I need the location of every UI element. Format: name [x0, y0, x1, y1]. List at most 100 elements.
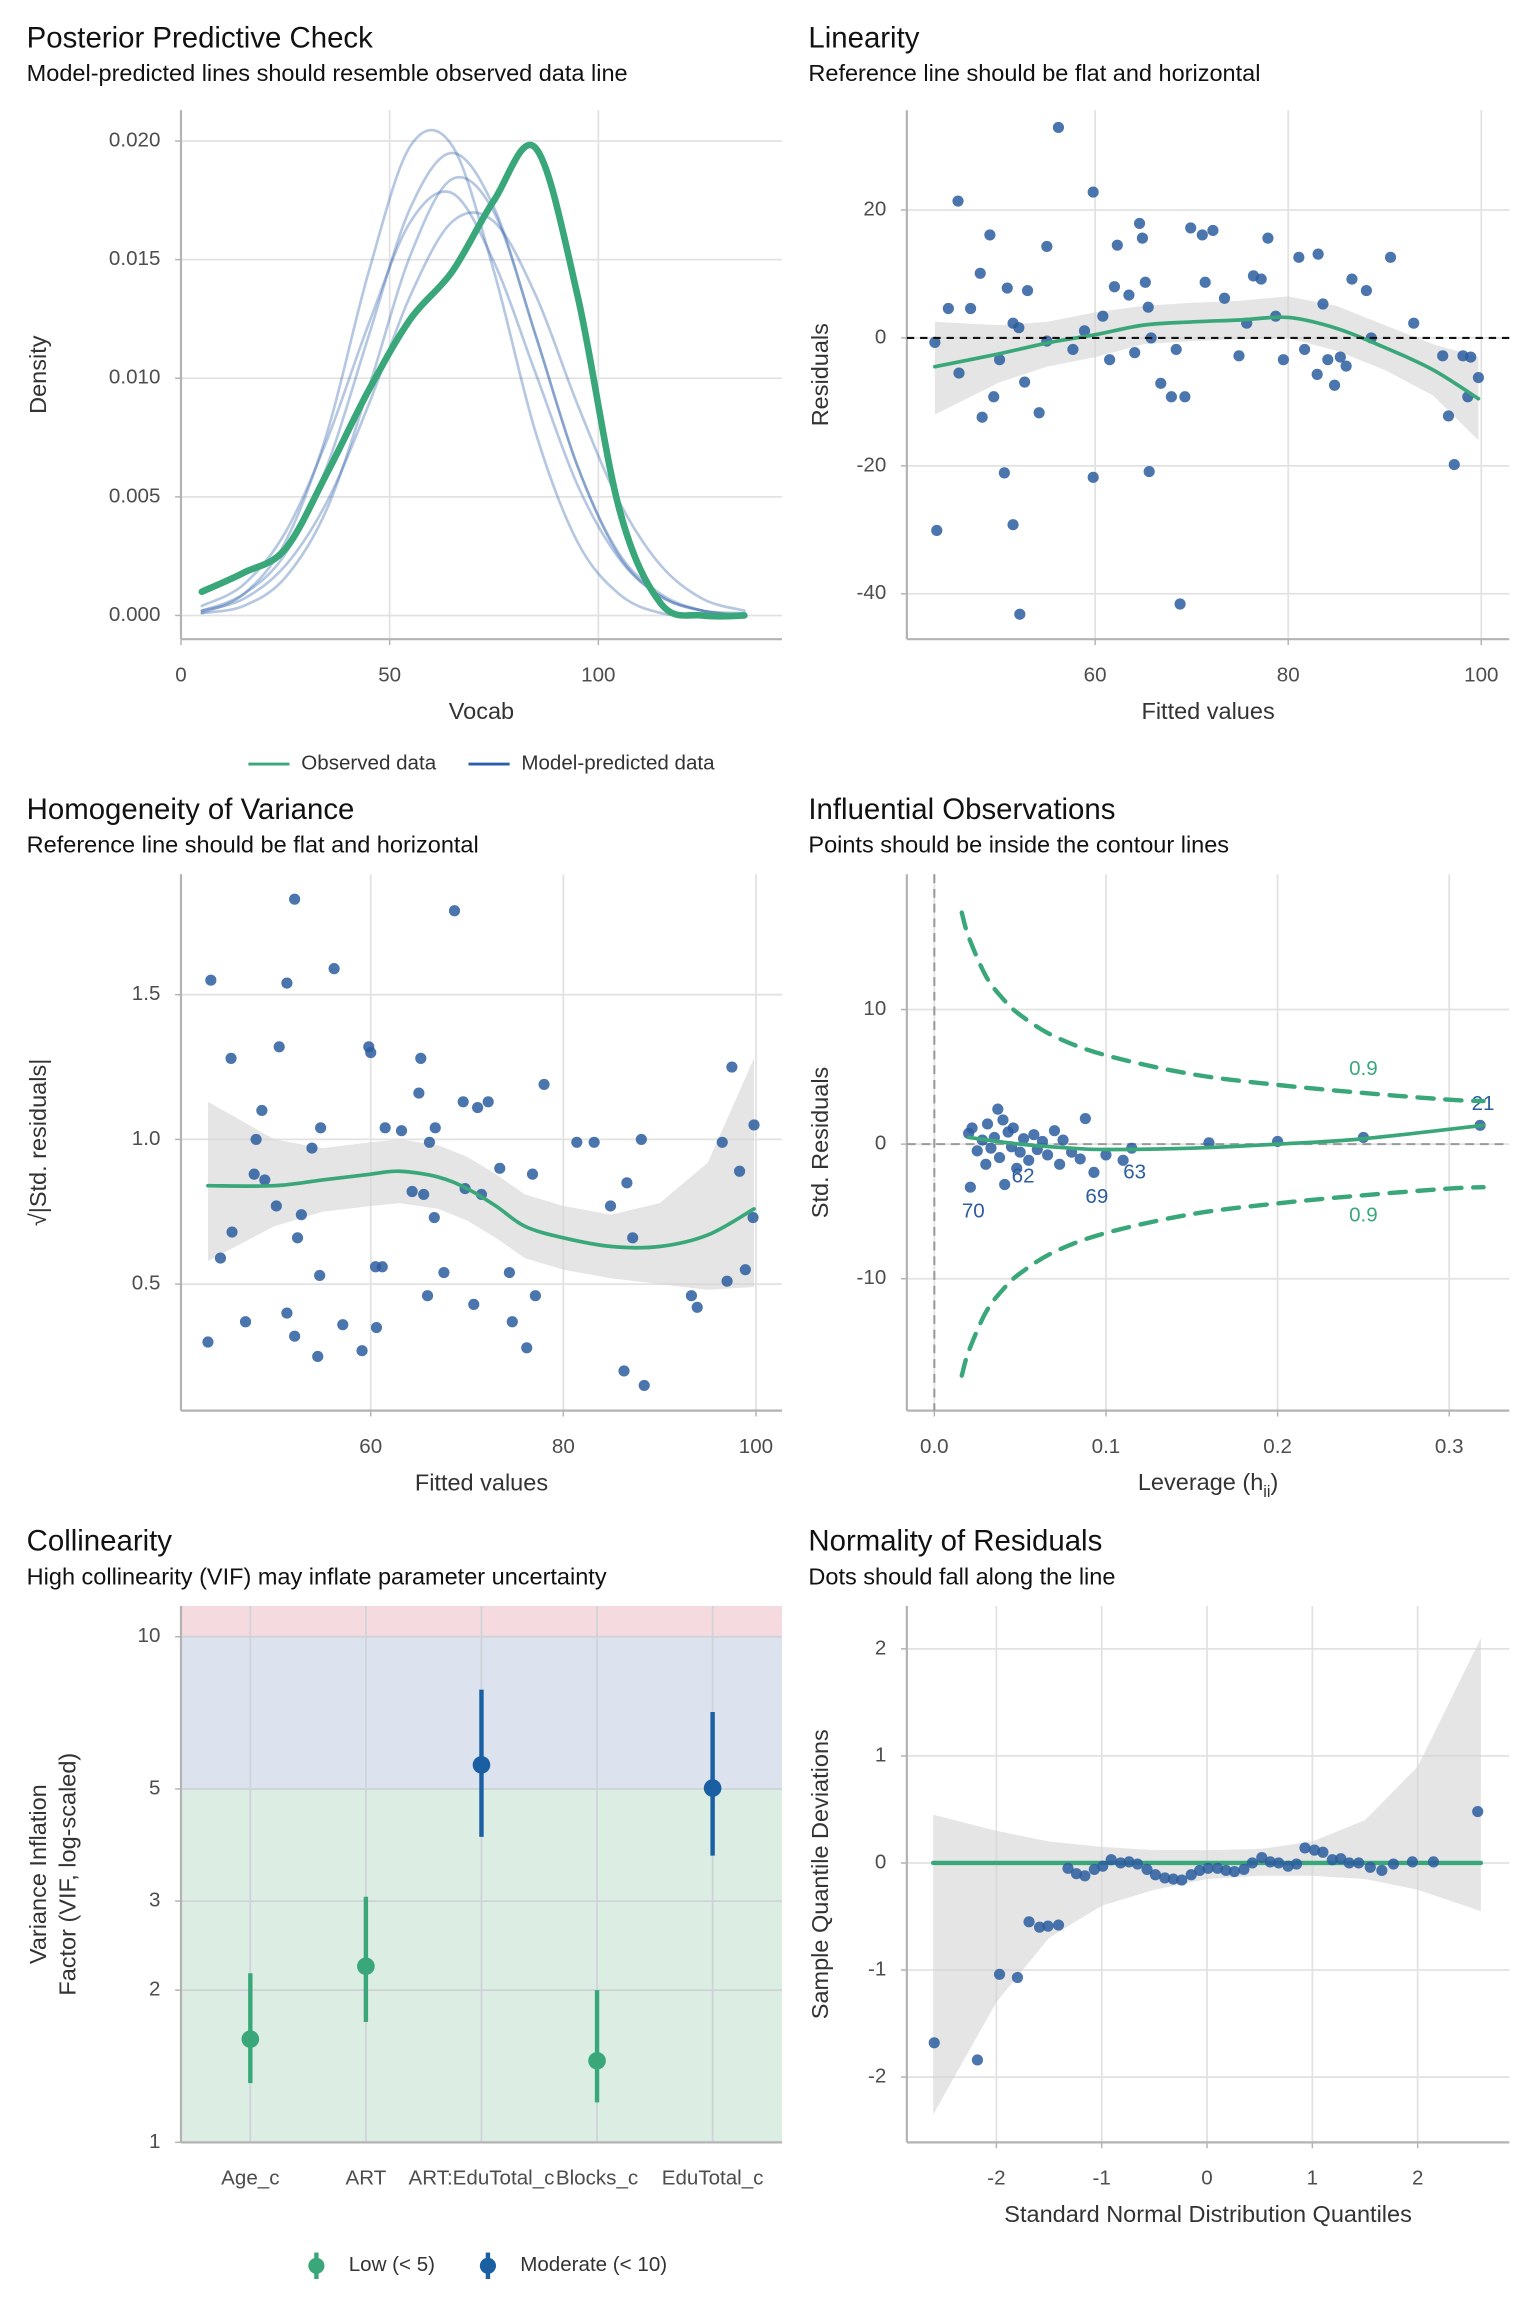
point: [1019, 376, 1031, 388]
point-label: 69: [1085, 1185, 1108, 1208]
legend-label: Model-predicted data: [521, 752, 715, 775]
point: [993, 1152, 1006, 1164]
point: [953, 367, 965, 379]
point: [733, 1165, 746, 1177]
point: [1207, 224, 1219, 237]
x-tick-label: 0.2: [1263, 1435, 1292, 1458]
contour-label: 0.9: [1349, 1057, 1378, 1080]
point: [1384, 251, 1397, 263]
x-tick-label: 0: [175, 663, 186, 686]
point: [1131, 1858, 1144, 1870]
point: [250, 1133, 262, 1145]
y-tick-label: 1.0: [132, 1127, 161, 1150]
point: [1211, 1862, 1224, 1874]
point: [588, 2051, 606, 2070]
point: [529, 1290, 541, 1302]
point: [1011, 1162, 1023, 1174]
point: [1376, 1864, 1388, 1877]
point: [1108, 281, 1121, 293]
point: [1011, 1971, 1024, 1984]
point: [1048, 1125, 1061, 1137]
point: [1100, 1149, 1112, 1161]
point: [395, 1125, 408, 1137]
point: [1299, 343, 1311, 356]
point: [1023, 1916, 1035, 1928]
point: [1233, 350, 1245, 362]
point: [428, 1211, 440, 1224]
point: [1033, 407, 1045, 419]
point: [1387, 1858, 1400, 1870]
point: [273, 1041, 285, 1053]
point: [291, 1232, 304, 1244]
legend-label: Moderate (< 10): [520, 2253, 667, 2276]
y-tick-label: 2: [875, 1636, 886, 1659]
point: [976, 411, 988, 423]
point: [1246, 1857, 1258, 1869]
x-axis-title-part: ): [1270, 1469, 1278, 1495]
point: [716, 1136, 728, 1148]
point: [929, 336, 941, 348]
point: [281, 977, 293, 989]
x-tick-label: 80: [552, 1435, 575, 1458]
point: [328, 963, 340, 975]
point: [376, 1261, 388, 1273]
point: [1097, 1860, 1109, 1872]
y-tick-label: 0: [875, 1132, 886, 1155]
point: [1472, 1805, 1484, 1818]
point: [239, 1316, 252, 1328]
point: [1123, 1856, 1135, 1868]
point: [312, 1350, 324, 1363]
contour-line: [959, 910, 1486, 1104]
x-tick-label: 0: [1201, 2167, 1212, 2190]
point: [1238, 1863, 1250, 1875]
panel-subtitle: Dots should fall along the line: [808, 1563, 1115, 1589]
point: [1277, 354, 1289, 366]
point: [413, 1087, 425, 1099]
point: [468, 1298, 480, 1310]
point: [214, 1252, 227, 1264]
point: [1167, 1873, 1179, 1885]
point: [685, 1290, 698, 1302]
point: [1255, 273, 1267, 285]
point: [205, 974, 217, 986]
legend-swatch: [308, 2257, 325, 2274]
panel-subtitle: High collinearity (VIF) may inflate para…: [27, 1563, 607, 1589]
point: [1097, 310, 1109, 322]
point: [1282, 1860, 1294, 1872]
y-tick-label: 0.020: [109, 128, 160, 151]
point: [1174, 598, 1186, 610]
point: [1218, 292, 1231, 304]
x-tick-label: 80: [1277, 663, 1300, 686]
point: [1062, 1862, 1074, 1874]
y-axis-title: Factor (VIF, log-scaled): [55, 1753, 81, 1996]
point: [1317, 1846, 1329, 1858]
point: [281, 1307, 293, 1319]
point: [225, 1052, 237, 1064]
x-tick-label: 100: [581, 663, 615, 686]
point: [1202, 1862, 1214, 1874]
point: [928, 2037, 940, 2049]
point: [992, 1103, 1004, 1115]
x-tick-label: 1: [1307, 2167, 1318, 2190]
point: [1360, 284, 1373, 297]
point: [506, 1316, 518, 1328]
point: [1115, 1857, 1127, 1869]
point: [1353, 1857, 1365, 1869]
point: [618, 1365, 630, 1377]
y-tick-label: 1.5: [132, 982, 161, 1005]
point: [289, 1330, 301, 1342]
point: [1472, 371, 1484, 384]
y-tick-label: -1: [868, 1957, 886, 1980]
point-label: 70: [962, 1200, 985, 1223]
y-tick-label: -10: [857, 1266, 887, 1289]
point: [1123, 289, 1135, 301]
y-tick-label: 0.000: [109, 603, 160, 626]
point: [1111, 239, 1123, 251]
point: [1203, 1137, 1215, 1149]
point: [295, 1209, 307, 1221]
point: [1299, 1842, 1311, 1854]
point: [418, 1188, 430, 1200]
y-tick-label: 3: [149, 1889, 160, 1912]
contour-label: 0.9: [1349, 1203, 1378, 1226]
point: [356, 1345, 368, 1357]
